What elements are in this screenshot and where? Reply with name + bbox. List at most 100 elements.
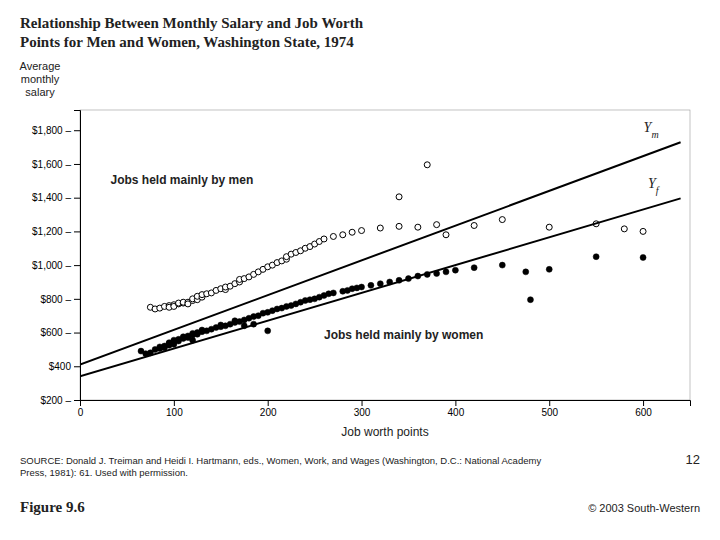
y-tick: $1,600 – xyxy=(32,159,80,170)
y-tick-label: $600 – xyxy=(40,327,71,338)
copyright: © 2003 South-Western xyxy=(588,502,700,514)
x-tick-mark xyxy=(174,400,175,406)
point xyxy=(321,236,327,242)
y-tick: $1,400 – xyxy=(32,192,80,203)
y-tick: $200 – xyxy=(40,395,80,406)
y-tick-label: $800 – xyxy=(40,294,71,305)
scatter-series xyxy=(138,254,646,357)
point xyxy=(443,232,449,238)
regression-line xyxy=(80,142,681,364)
x-tick: 600 xyxy=(635,400,652,418)
point xyxy=(396,223,402,229)
regression-line xyxy=(80,198,681,376)
point xyxy=(499,262,505,268)
figure-label: Figure 9.6 xyxy=(20,499,85,515)
y-tick: $1,000 – xyxy=(32,260,80,271)
annotations: Ym Yf Jobs held mainly by men Jobs held mai… xyxy=(111,120,660,342)
y-tick-mark xyxy=(74,400,80,401)
x-axis: 0 100 200 300 400 500 600 xyxy=(78,400,691,418)
line-label: Ym xyxy=(644,120,659,140)
x-axis-label: Job worth points xyxy=(341,425,428,439)
x-tick: 100 xyxy=(166,400,183,418)
y-tick-mark xyxy=(74,164,80,165)
line-label: Yf xyxy=(648,176,660,196)
y-tick-mark xyxy=(74,265,80,266)
x-tick-mark xyxy=(455,400,456,406)
x-tick-mark xyxy=(549,400,550,406)
x-axis-line xyxy=(81,401,691,407)
x-tick: 200 xyxy=(260,400,277,418)
point xyxy=(265,328,271,334)
y-tick-label: $1,800 – xyxy=(32,125,71,136)
y-axis-label: Averagemonthlysalary xyxy=(20,60,61,98)
point xyxy=(527,297,533,303)
x-tick-label: 500 xyxy=(541,407,558,418)
point xyxy=(330,233,336,239)
y-tick-mark xyxy=(74,333,80,334)
point xyxy=(359,284,365,290)
marks xyxy=(80,142,681,376)
y-tick: $1,200 – xyxy=(32,226,80,237)
point xyxy=(396,194,402,200)
chart: Relationship Between Monthly Salary and … xyxy=(0,0,720,540)
title: Relationship Between Monthly Salary and … xyxy=(20,15,364,50)
y-tick-label: $1,200 – xyxy=(32,226,71,237)
point xyxy=(443,269,449,275)
point xyxy=(546,224,552,230)
group-label: Jobs held mainly by women xyxy=(324,328,483,342)
x-tick: 0 xyxy=(78,400,84,418)
plot-frame xyxy=(80,110,690,400)
x-tick: 300 xyxy=(354,400,371,418)
x-tick-mark xyxy=(362,400,363,406)
x-tick-mark xyxy=(268,400,269,406)
point xyxy=(471,222,477,228)
x-tick-label: 200 xyxy=(260,407,277,418)
y-tick-mark xyxy=(74,231,80,232)
y-tick: $800 – xyxy=(40,294,80,305)
point xyxy=(377,225,383,231)
point xyxy=(415,224,421,230)
point xyxy=(471,265,477,271)
point xyxy=(523,269,529,275)
x-tick-mark xyxy=(643,400,644,406)
page-number: 12 xyxy=(686,452,700,467)
y-tick-mark xyxy=(74,366,80,367)
point xyxy=(434,222,440,228)
x-tick-label: 0 xyxy=(78,407,84,418)
point xyxy=(499,217,505,223)
y-tick-label: $1,600 – xyxy=(32,159,71,170)
x-tick: 500 xyxy=(541,400,558,418)
plot: 0 100 200 300 400 500 600 $200 – $400 $600 – $800 … xyxy=(32,110,690,418)
x-tick-label: 400 xyxy=(448,407,465,418)
y-axis-line xyxy=(74,111,81,401)
y-tick: $400 xyxy=(49,361,80,372)
point xyxy=(359,228,365,234)
point xyxy=(621,226,627,232)
y-tick-label: $200 – xyxy=(40,395,71,406)
y-tick-mark xyxy=(74,198,80,199)
y-tick: $600 – xyxy=(40,327,80,338)
y-axis: $200 – $400 $600 – $800 – $1,000 – $1,200 – $1… xyxy=(32,111,80,406)
y-tick-mark xyxy=(74,130,80,131)
point xyxy=(349,229,355,235)
y-tick: $1,800 – xyxy=(32,125,80,136)
x-tick-label: 600 xyxy=(635,407,652,418)
point xyxy=(640,255,646,261)
point xyxy=(330,290,336,296)
group-label: Jobs held mainly by men xyxy=(111,173,254,187)
y-tick-label: $1,400 – xyxy=(32,192,71,203)
source: SOURCE: Donald J. Treiman and Heidi I. H… xyxy=(20,455,541,478)
x-tick-label: 100 xyxy=(166,407,183,418)
point xyxy=(452,267,458,273)
point xyxy=(368,282,374,288)
y-tick-label: $400 xyxy=(49,361,72,372)
x-tick: 400 xyxy=(448,400,465,418)
point xyxy=(424,162,430,168)
y-tick-mark xyxy=(74,299,80,300)
point xyxy=(340,232,346,238)
point xyxy=(593,254,599,260)
point xyxy=(640,228,646,234)
x-tick-label: 300 xyxy=(354,407,371,418)
point xyxy=(546,266,552,272)
y-tick-label: $1,000 – xyxy=(32,260,71,271)
